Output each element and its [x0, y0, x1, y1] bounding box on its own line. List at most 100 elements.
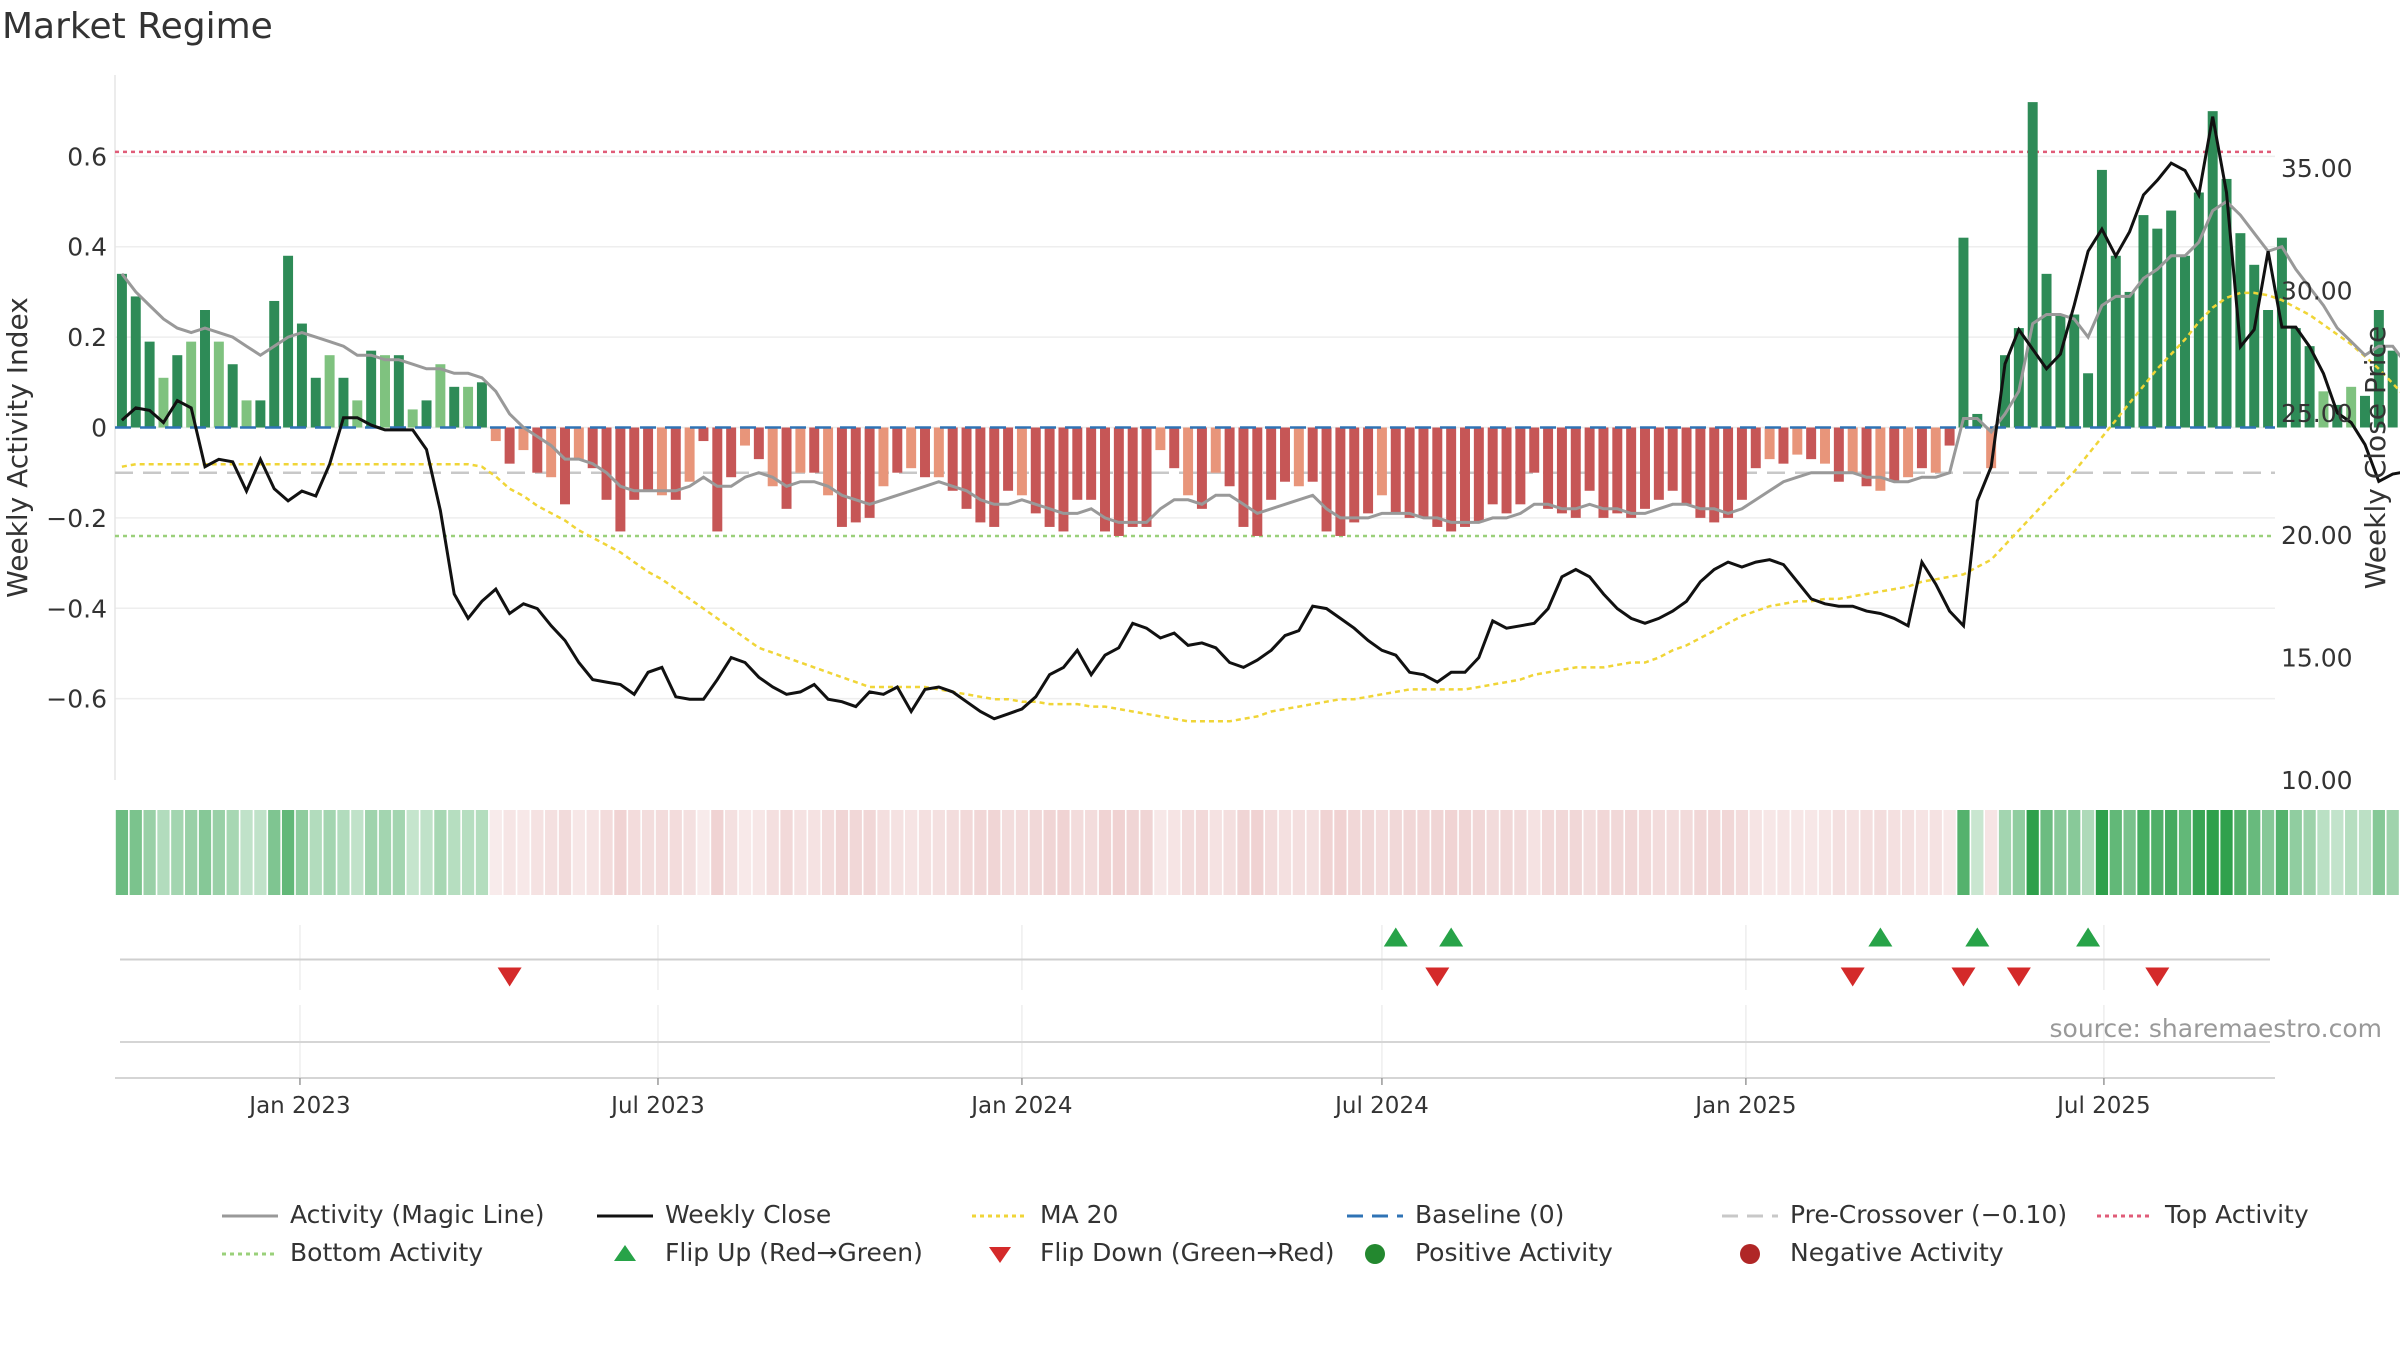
heat-cell: [351, 810, 364, 895]
activity-bar: [1958, 237, 1969, 428]
heat-cell: [2068, 810, 2081, 895]
heat-cell: [1555, 810, 1569, 895]
heat-cell: [2123, 810, 2136, 895]
activity-bar: [1889, 427, 1900, 482]
heat-cell: [2345, 810, 2358, 895]
heat-cell: [1403, 810, 1416, 895]
activity-bar: [476, 382, 487, 428]
flip-up-marker: [1868, 927, 1893, 947]
activity-bar: [2318, 391, 2329, 428]
heat-cell: [794, 810, 807, 895]
heat-cell: [946, 810, 959, 895]
heat-cell: [240, 810, 253, 895]
heat-cell: [1112, 810, 1125, 895]
legend-symbol-flipdown: [989, 1247, 1011, 1263]
heat-cell: [1749, 810, 1762, 895]
activity-bar: [338, 377, 349, 428]
heat-cell: [1237, 810, 1250, 895]
heat-cell: [503, 810, 516, 895]
legend-swatch-precross: [1722, 1214, 1778, 1218]
heat-cell: [1998, 810, 2012, 895]
activity-bar: [2387, 350, 2398, 428]
heat-cell: [406, 810, 419, 895]
legend-swatch-close: [597, 1214, 653, 1218]
legend-item-top: Top Activity: [2095, 1200, 2309, 1229]
activity-bar: [546, 427, 557, 478]
legend-item-pos: Positive Activity: [1345, 1238, 1613, 1267]
activity-bar: [850, 427, 861, 523]
heat-cell: [1085, 810, 1098, 895]
activity-bar: [726, 427, 737, 478]
heat-cell: [808, 810, 821, 895]
x-tick-label: Jan 2023: [247, 1093, 350, 1119]
legend-item-magic: Activity (Magic Line): [220, 1200, 544, 1229]
heat-cell: [1541, 810, 1555, 895]
activity-bar: [2346, 386, 2357, 428]
heat-cell: [2109, 810, 2122, 895]
activity-bar: [1556, 427, 1567, 514]
heat-cell: [2054, 810, 2067, 895]
heat-cell: [1583, 810, 1596, 895]
heat-cell: [2289, 810, 2302, 895]
heat-cell: [1597, 810, 1610, 895]
activity-bar: [1681, 427, 1692, 505]
activity-bar: [2055, 314, 2066, 428]
heat-cell: [2317, 810, 2330, 895]
activity-bar: [2249, 264, 2260, 428]
activity-bar: [2304, 346, 2315, 428]
activity-bar: [269, 300, 280, 428]
heat-cell: [254, 810, 267, 895]
left-axis-ticks: −0.6 −0.4 −0.2 0 0.2 0.4 0.6: [46, 142, 107, 713]
activity-bar: [144, 341, 155, 428]
heat-cell: [1181, 810, 1195, 895]
activity-bar: [573, 427, 584, 460]
heat-cell: [1625, 810, 1638, 895]
activity-bar: [283, 255, 294, 428]
activity-bar: [2110, 255, 2121, 428]
activity-bar: [421, 400, 432, 428]
activity-bar: [407, 409, 418, 428]
activity-bar: [2180, 255, 2190, 428]
activity-bar: [1833, 427, 1844, 482]
activity-bar: [2221, 178, 2232, 428]
regime-heat-strip: [115, 810, 2399, 895]
heat-cell: [1929, 810, 1942, 895]
x-tick-label: Jul 2025: [2055, 1093, 2151, 1119]
activity-bar: [587, 427, 598, 469]
heat-cell: [1334, 810, 1347, 895]
activity-bar: [186, 341, 197, 428]
heat-cell: [309, 810, 322, 895]
activity-bar: [1598, 427, 1609, 518]
activity-bar: [1903, 427, 1914, 478]
activity-bar: [989, 427, 1000, 527]
x-tick-label: Jan 2025: [1693, 1093, 1796, 1119]
heat-cell: [1514, 810, 1527, 895]
heat-cell: [1431, 810, 1444, 895]
heat-cell: [2206, 810, 2219, 895]
activity-bar: [823, 427, 834, 496]
legend-swatch-top: [2097, 1214, 2153, 1218]
heat-cell: [1569, 810, 1582, 895]
activity-bar: [310, 377, 321, 428]
legend-item-flipdown: Flip Down (Green→Red): [970, 1238, 1335, 1267]
activity-bar: [380, 355, 390, 428]
activity-bar: [241, 400, 252, 428]
activity-bar: [2013, 328, 2024, 428]
activity-bar: [1750, 427, 1761, 469]
flip-down-marker: [2006, 967, 2031, 987]
activity-bar: [130, 296, 141, 428]
activity-bar: [1280, 427, 1290, 482]
activity-bar: [1972, 413, 1983, 428]
heat-cell: [2026, 810, 2039, 895]
heat-cell: [877, 810, 890, 895]
activity-bar: [670, 427, 681, 500]
activity-bar: [2193, 192, 2204, 428]
activity-bar: [1058, 427, 1069, 532]
activity-bar: [684, 427, 695, 482]
heat-cell: [1126, 810, 1139, 895]
legend-symbol-pos: [1365, 1244, 1385, 1264]
heat-cell: [641, 810, 655, 895]
heat-cell: [129, 810, 142, 895]
activity-bar: [435, 364, 446, 428]
